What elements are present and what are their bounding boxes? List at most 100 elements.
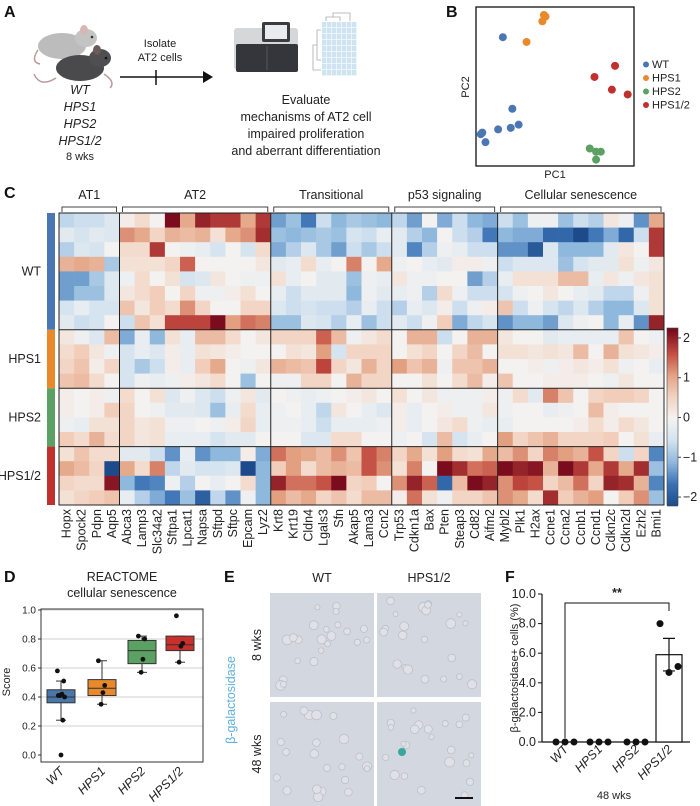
heatmap-cell-sftpa1 <box>164 432 181 447</box>
heatmap-cell-cdkn1a <box>406 461 423 477</box>
heatmap-cell-pten <box>437 417 453 433</box>
heatmap-cell-sftpc <box>225 461 241 477</box>
heatmap-cell-hopx <box>59 446 75 462</box>
heatmap-cell-ccnb1 <box>573 388 589 404</box>
legend-label-hps2: HPS2 <box>652 86 681 98</box>
heatmap-icon-cell <box>347 22 352 28</box>
cell <box>326 631 337 641</box>
heatmap-icon-cell <box>327 46 332 52</box>
heatmap-cell-krt19 <box>285 286 302 301</box>
heatmap-cell-cdkn2c <box>603 359 619 374</box>
cell <box>447 653 456 663</box>
heatmap-cell-lgals3 <box>316 213 332 228</box>
heatmap-cell-ccnd1 <box>588 490 604 506</box>
heatmap-cell-spock2 <box>74 242 90 258</box>
heatmap-cell-sftpc <box>225 402 241 418</box>
heatmap-cell-cdkn1a <box>406 344 423 360</box>
box-point-hps2 <box>136 633 141 639</box>
cell <box>312 784 322 794</box>
heatmap-cell-trp53 <box>391 417 408 433</box>
heatmap-cell-slc34a2 <box>149 315 166 331</box>
heatmap-icon-cell <box>327 64 332 70</box>
heatmap-cell-cd82 <box>467 402 483 418</box>
box-point-wt <box>60 717 66 723</box>
heatmap-cell-ezh2 <box>633 300 650 316</box>
colorbar-segment <box>667 422 678 425</box>
heatmap-cell-mybl2 <box>497 402 514 418</box>
heatmap-cell-ccne1 <box>543 286 559 301</box>
heatmap-cell-krt19 <box>285 242 302 258</box>
heatmap-cell-abca3 <box>119 300 135 316</box>
heatmap-cell-lama3 <box>361 329 377 345</box>
heatmap-cell-h2ax <box>527 359 544 374</box>
gene-label-sfn: Sfn <box>332 509 346 528</box>
heatmap-cell-ccnd1 <box>588 344 604 360</box>
cell <box>423 724 433 734</box>
heatmap-cell-ccne1 <box>543 461 559 477</box>
heatmap-cell-sftpc <box>225 388 241 404</box>
colorbar-segment <box>667 424 678 427</box>
heatmap-cell-cdkn1a <box>406 315 423 331</box>
gene-label-sftpc: Sftpc <box>226 509 240 538</box>
outcome-line-3: impaired proliferation <box>248 127 365 141</box>
heatmap-cell-sftpc <box>225 329 241 345</box>
heatmap-cell-aqp5 <box>104 329 120 345</box>
heatmap-cell-plk1 <box>512 490 529 506</box>
cell <box>340 775 350 785</box>
heatmap-cell-ccnd1 <box>588 373 604 389</box>
colorbar-segment <box>667 392 678 395</box>
genotype-hps1: HPS1 <box>64 100 97 114</box>
heatmap-cell-ccnb1 <box>573 461 589 477</box>
heatmap-cell-cldn4 <box>301 227 317 243</box>
heatmap-cell-aifm2 <box>482 359 498 374</box>
pca-point-hps1-2 <box>611 61 620 70</box>
heatmap-cell-cdkn2d <box>618 286 635 301</box>
box-ytick-label: 1.0 <box>22 606 36 617</box>
heatmap-cell-hopx <box>59 475 75 491</box>
heatmap-cell-lyz2 <box>255 359 272 374</box>
heatmap-cell-lgals3 <box>316 417 332 433</box>
gene-label-bax: Bax <box>423 508 437 530</box>
colorbar-segment <box>667 406 678 409</box>
heatmap-cell-pdpn <box>89 417 105 433</box>
heatmap-cell-pten <box>437 344 453 360</box>
box-point-hps2 <box>140 656 146 662</box>
heatmap-cell-pten <box>437 402 453 418</box>
heatmap-cell-steap3 <box>452 286 468 301</box>
heatmap-cell-cd82 <box>467 213 483 228</box>
heatmap-cell-cd82 <box>467 271 483 287</box>
heatmap-cell-ccna2 <box>558 461 574 477</box>
group-label-at1: AT1 <box>78 188 100 202</box>
heatmap-cell-ccnd1 <box>588 271 604 287</box>
box-point-hps2 <box>142 636 148 642</box>
heatmap-icon-cell <box>337 58 342 64</box>
heatmap-cell-abca3 <box>119 286 135 301</box>
heatmap-cell-akap5 <box>346 461 362 477</box>
age-label: 8 wks <box>66 151 95 163</box>
cell <box>389 770 400 780</box>
heatmap-cell-aifm2 <box>482 300 498 316</box>
heatmap-cell-pten <box>437 315 453 331</box>
colorbar-segment <box>667 380 678 383</box>
colorbar-segment <box>667 450 678 453</box>
heatmap-cell-ccnb1 <box>573 344 589 360</box>
heatmap-cell-abca3 <box>119 417 135 433</box>
colorbar-segment <box>667 458 678 461</box>
heatmap-cell-krt19 <box>285 329 302 345</box>
heatmap-cell-hopx <box>59 432 75 447</box>
heatmap-cell-h2ax <box>527 461 544 477</box>
heatmap-cell-ccnb1 <box>573 227 589 243</box>
heatmap-icon-cell <box>322 28 327 34</box>
colorbar-segment <box>667 482 678 485</box>
row-group-label-hps2: HPS2 <box>8 410 41 424</box>
row-group-label-hps1: HPS1 <box>8 352 41 366</box>
heatmap-cell-cdkn1a <box>406 271 423 287</box>
cell <box>467 679 478 690</box>
heatmap-cell-aqp5 <box>104 373 120 389</box>
cell <box>323 764 331 772</box>
heatmap-icon-cell <box>352 52 357 58</box>
gene-label-ccnd1: Ccnd1 <box>589 509 603 545</box>
gene-label-h2ax: H2ax <box>528 508 542 538</box>
